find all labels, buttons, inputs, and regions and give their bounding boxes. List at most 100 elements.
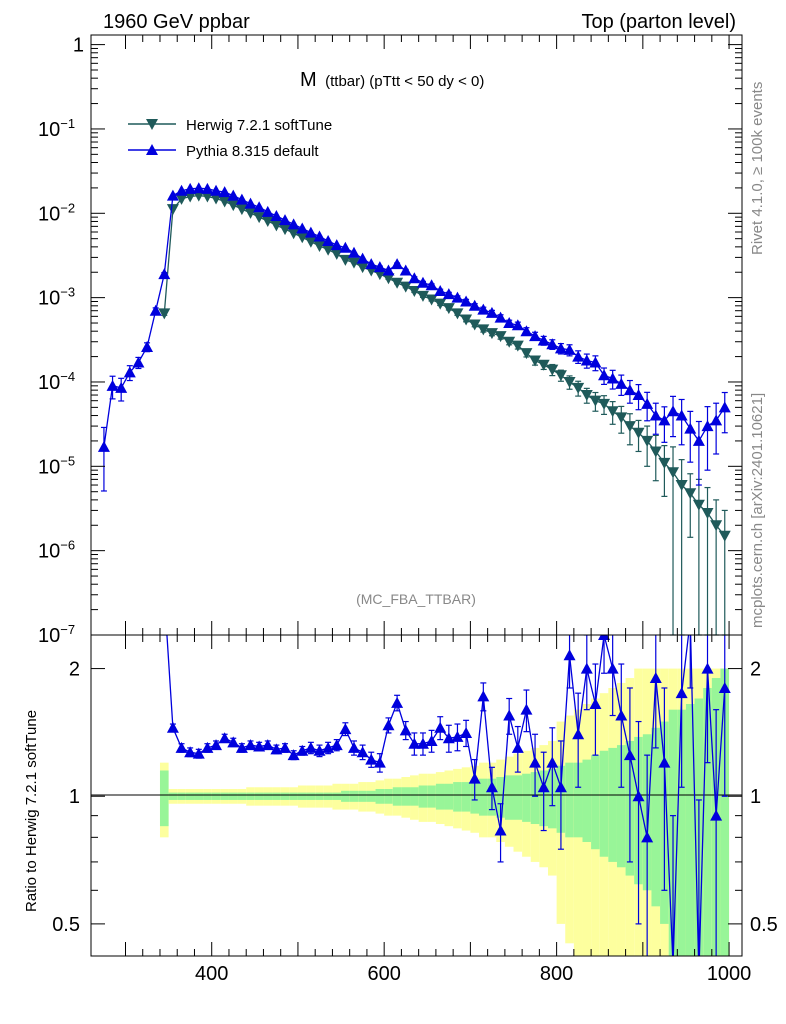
ratio-band-inner bbox=[703, 687, 712, 956]
ratio-band-inner bbox=[297, 792, 307, 800]
ratio-pythia-point bbox=[615, 709, 628, 721]
ratio-band-inner bbox=[211, 792, 221, 800]
ratio-pythia-point bbox=[166, 721, 179, 733]
x-tick-label: 800 bbox=[540, 963, 573, 985]
herwig-point bbox=[296, 232, 309, 244]
herwig-point bbox=[235, 204, 248, 216]
ratio-pythia-point bbox=[408, 737, 421, 749]
ratio-pythia-point bbox=[598, 635, 611, 640]
pythia-point bbox=[563, 343, 576, 355]
ratio-band-inner bbox=[203, 792, 212, 800]
ratio-band-inner bbox=[677, 709, 686, 956]
main-ytick-label: 10−3 bbox=[38, 285, 75, 310]
ratio-pythia-point bbox=[313, 744, 326, 756]
ratio-band-inner bbox=[280, 792, 290, 800]
ratio-band-inner bbox=[599, 750, 609, 857]
ratio-pythia-point bbox=[261, 739, 274, 751]
pythia-point bbox=[451, 291, 464, 303]
ratio-band-inner bbox=[504, 775, 514, 820]
herwig-point bbox=[684, 488, 697, 500]
ratio-band-inner bbox=[272, 792, 281, 800]
ratio-pythia-point bbox=[529, 756, 542, 768]
ratio-x-ticks: 400 600 800 1000 bbox=[124, 635, 752, 985]
ratio-pythia-point bbox=[503, 709, 516, 721]
pythia-point bbox=[175, 184, 188, 196]
ratio-band-inner bbox=[720, 668, 730, 956]
ratio-ytick-label-right: 2 bbox=[750, 659, 761, 681]
ratio-band-inner bbox=[573, 762, 583, 838]
pythia-point bbox=[287, 218, 300, 230]
ratio-band-inner bbox=[194, 792, 204, 800]
pythia-point bbox=[615, 377, 628, 389]
pythia-point bbox=[158, 268, 171, 280]
herwig-point bbox=[623, 421, 636, 433]
pythia-point bbox=[339, 241, 352, 253]
x-tick-label: 400 bbox=[195, 963, 228, 985]
herwig-point bbox=[718, 530, 731, 542]
ratio-band-inner bbox=[375, 789, 385, 804]
main-data-layer bbox=[97, 182, 731, 636]
herwig-point bbox=[158, 308, 171, 320]
ratio-band-inner bbox=[453, 782, 462, 812]
legend-entry-herwig: Herwig 7.2.1 softTune bbox=[128, 117, 332, 134]
ratio-band-inner bbox=[306, 792, 316, 800]
ratio-pythia-point bbox=[373, 756, 386, 768]
pythia-point bbox=[494, 311, 507, 323]
herwig-point bbox=[554, 370, 567, 382]
ratio-frame bbox=[90, 634, 743, 957]
pythia-point bbox=[132, 356, 145, 368]
herwig-point bbox=[227, 200, 240, 212]
herwig-point bbox=[201, 191, 214, 203]
pythia-point bbox=[675, 409, 688, 421]
pythia-point bbox=[227, 189, 240, 201]
x-tick-label: 1000 bbox=[707, 963, 752, 985]
pythia-point bbox=[347, 246, 360, 258]
herwig-point bbox=[667, 467, 680, 479]
pythia-point bbox=[408, 272, 421, 284]
ratio-band-inner bbox=[366, 790, 376, 802]
pythia-point bbox=[667, 405, 680, 417]
pythia-point bbox=[554, 342, 567, 354]
herwig-point bbox=[322, 244, 335, 256]
ratio-band-inner bbox=[435, 783, 445, 810]
pythia-point bbox=[365, 258, 378, 270]
pythia-point bbox=[511, 319, 524, 331]
pythia-point bbox=[356, 252, 369, 264]
ratio-pythia-point bbox=[468, 772, 481, 784]
pythia-point bbox=[520, 325, 533, 337]
ratio-pythia-point bbox=[485, 781, 498, 793]
ratio-pythia-point bbox=[563, 649, 576, 661]
main-ytick-label: 10−6 bbox=[38, 538, 75, 563]
herwig-point bbox=[356, 262, 369, 274]
ratio-band-inner bbox=[349, 790, 359, 802]
herwig-point bbox=[710, 520, 723, 532]
ratio-pythia-point bbox=[649, 672, 662, 684]
ratio-band-inner bbox=[608, 747, 617, 862]
ratio-ytick-label-left: 0.5 bbox=[52, 914, 80, 936]
pythia-point bbox=[235, 193, 248, 205]
ratio-bands bbox=[159, 668, 730, 956]
ratio-band-inner bbox=[228, 792, 238, 800]
ratio-pythia-point bbox=[201, 741, 214, 753]
pythia-point bbox=[322, 234, 335, 246]
ratio-band-inner bbox=[323, 792, 333, 800]
pythia-point bbox=[399, 264, 412, 276]
herwig-point bbox=[244, 207, 257, 219]
pythia-point bbox=[391, 258, 404, 270]
ratio-pythia-point bbox=[460, 726, 473, 738]
ratio-pythia-point bbox=[701, 662, 714, 674]
ratio-pythia-point bbox=[494, 824, 507, 836]
ratio-band-inner bbox=[427, 785, 436, 808]
herwig-point bbox=[615, 412, 628, 424]
ratio-pythia-point bbox=[442, 732, 455, 744]
ratio-band-inner bbox=[237, 792, 247, 800]
analysis-watermark: (MC_FBA_TTBAR) bbox=[356, 591, 476, 607]
pythia-point bbox=[442, 288, 455, 300]
ratio-ytick-label-right: 0.5 bbox=[750, 914, 778, 936]
pythia-point bbox=[684, 422, 697, 434]
herwig-point bbox=[537, 359, 550, 371]
legend-herwig-label: Herwig 7.2.1 softTune bbox=[186, 117, 332, 134]
ratio-pythia-point bbox=[399, 724, 412, 736]
ratio-pythia-point bbox=[391, 696, 404, 708]
